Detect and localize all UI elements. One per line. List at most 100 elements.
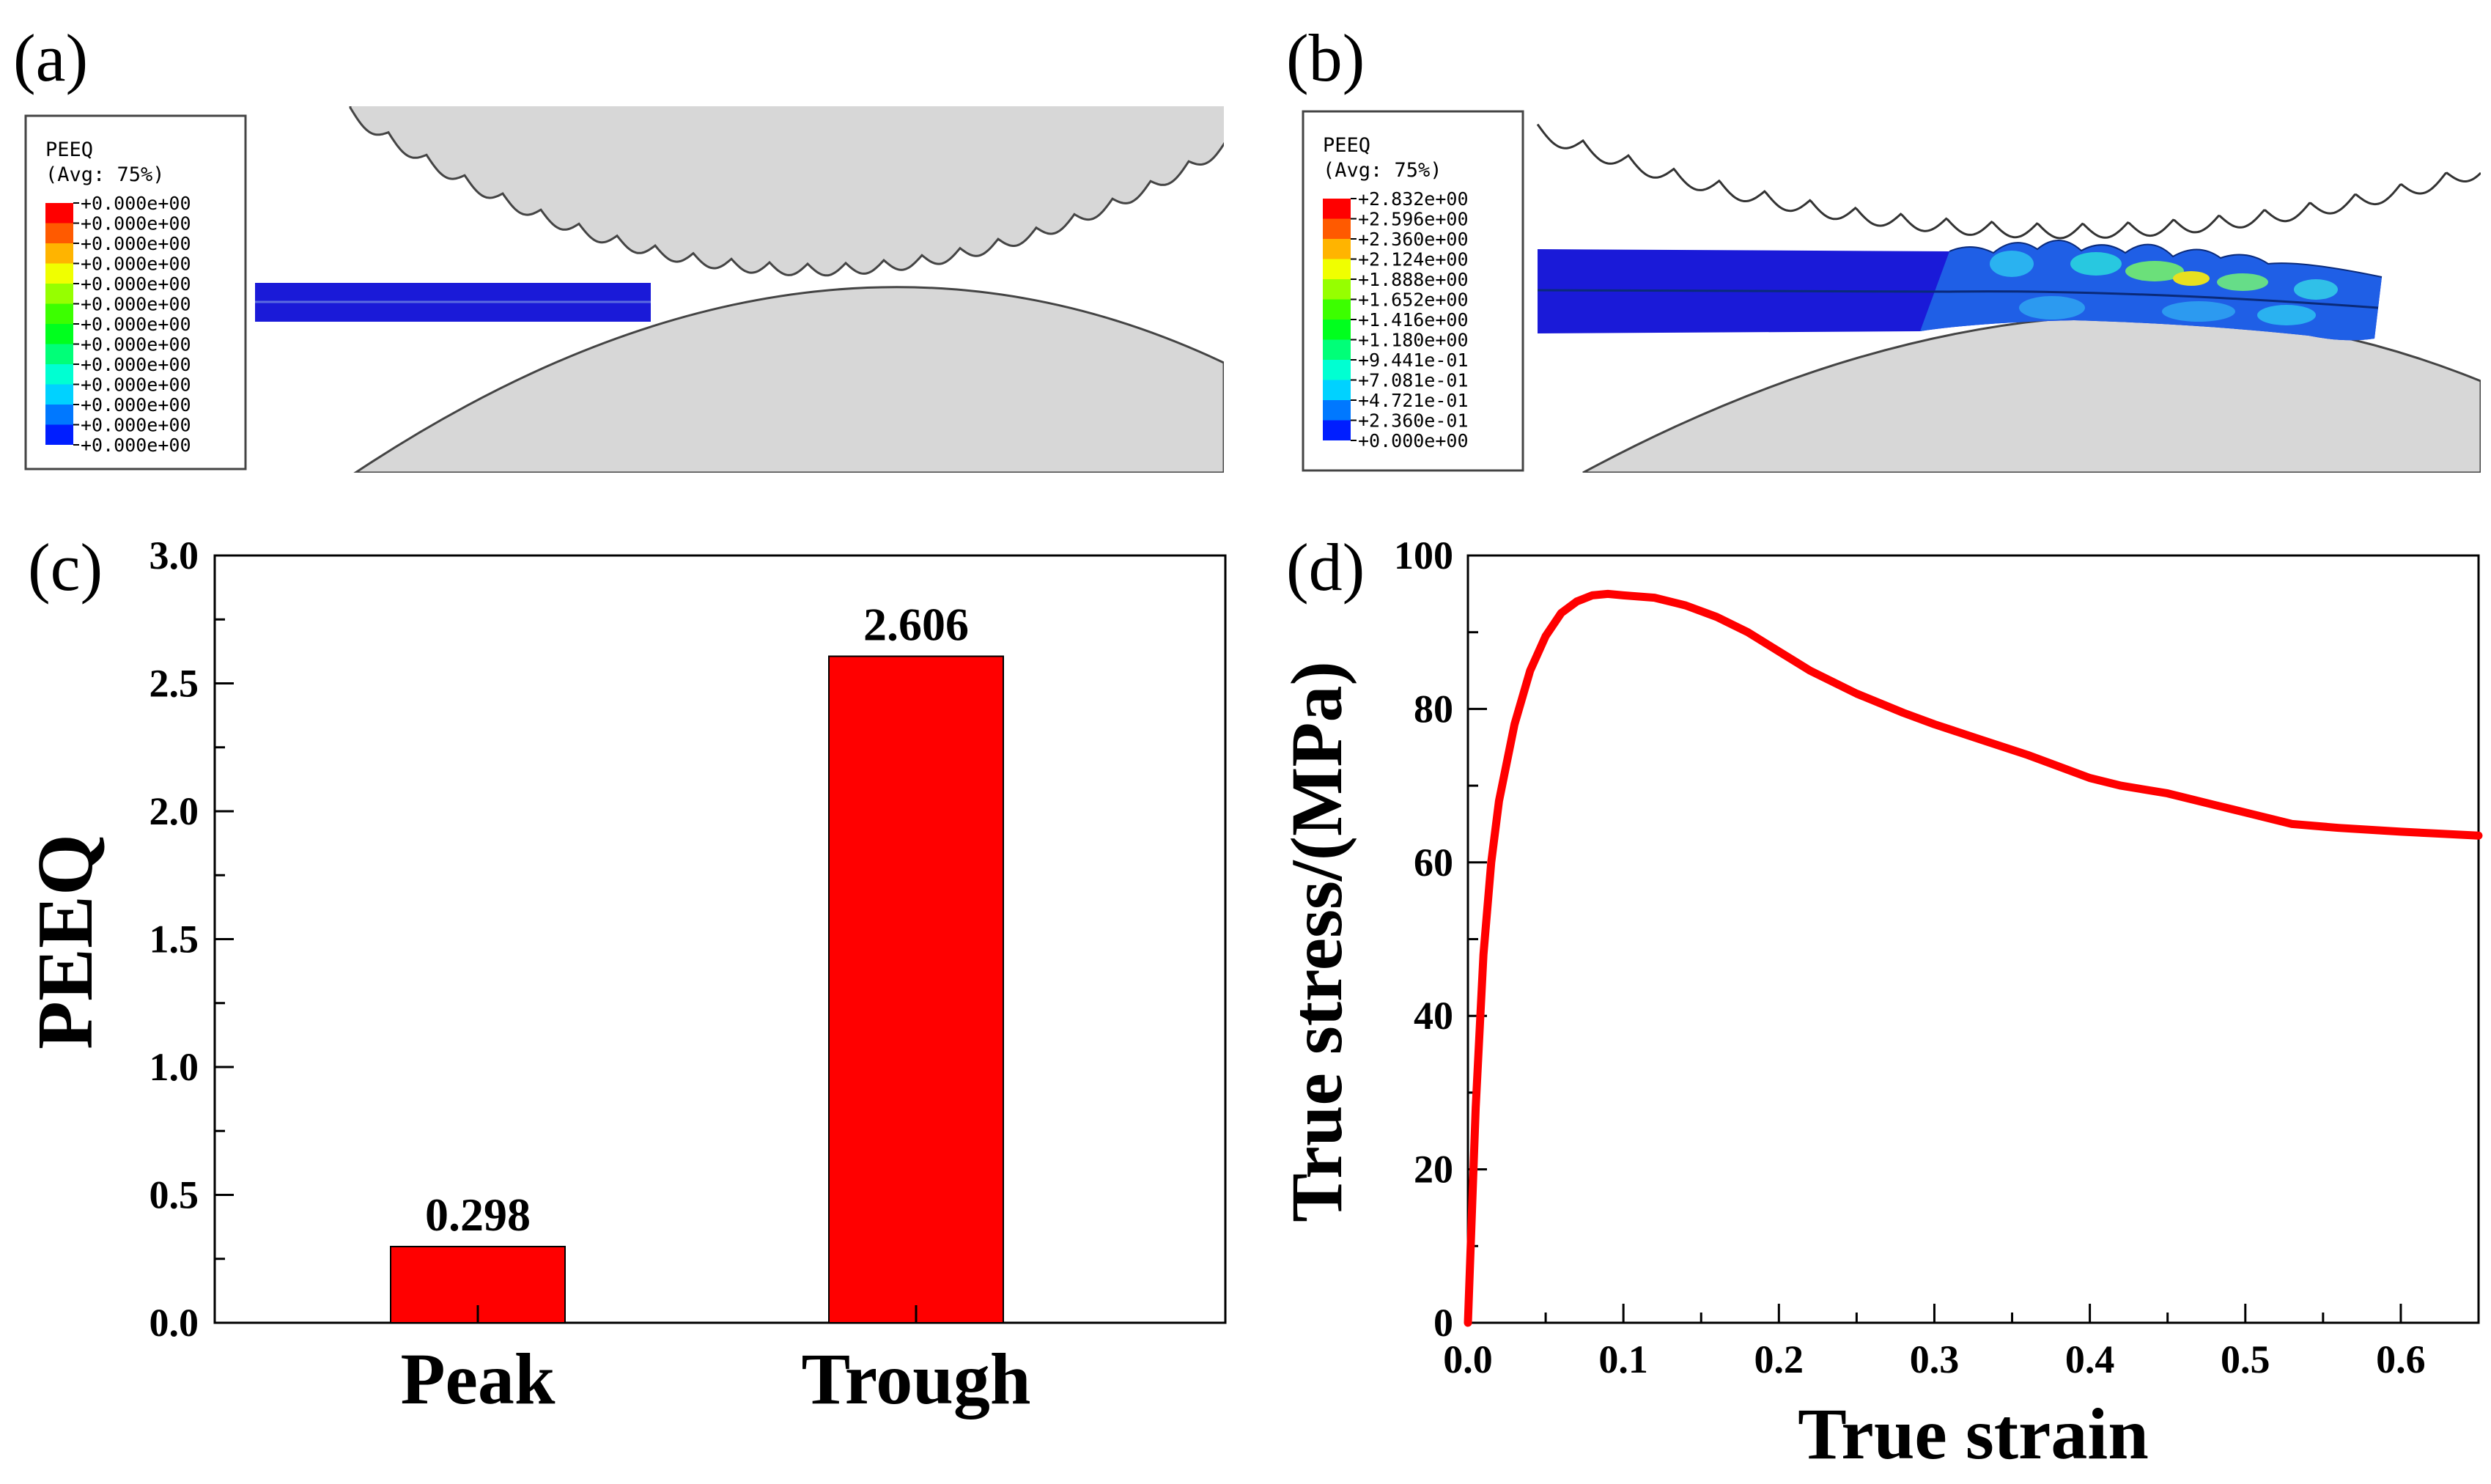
- bar-chart: 0.0 0.5 1.0 1.5 2.0 2.5 3.0 PEEQ 0.298 Peak 2.606 T…: [22, 534, 1227, 1420]
- legend-value: +2.124e+00: [1358, 249, 1469, 270]
- x-category-label: Trough: [801, 1338, 1030, 1420]
- legend-swatch: [1323, 259, 1351, 279]
- legend-swatch: [1323, 239, 1351, 259]
- panel-c: (c) 0.0 0.5 1.0 1.5 2.0 2.5 3.0 PEEQ 0.298 Peak 2.…: [22, 530, 1227, 1420]
- x-category-label: Peak: [400, 1338, 555, 1420]
- panel-a-legend: PEEQ (Avg: 75%) +0.000e+00+0.000e+00+0.0…: [24, 114, 247, 470]
- legend-swatch: [45, 203, 73, 224]
- legend-swatch: [45, 263, 73, 284]
- legend-swatch: [45, 303, 73, 324]
- legend-subtitle: (Avg: 75%): [45, 163, 165, 186]
- legend-value: +0.000e+00: [81, 354, 191, 375]
- legend-value: +1.888e+00: [1358, 269, 1469, 290]
- legend-swatch: [45, 364, 73, 385]
- legend-swatch: [1323, 279, 1351, 300]
- legend-swatch: [1323, 339, 1351, 360]
- legend-value: +0.000e+00: [81, 415, 191, 436]
- legend-value: +1.180e+00: [1358, 330, 1469, 351]
- panel-c-label: (c): [28, 530, 103, 605]
- legend-title: PEEQ: [45, 139, 93, 161]
- panel-b-label: (b): [1286, 21, 1365, 95]
- panel-a: (a) PEEQ (Avg: 75%) +0.000e+00+0.000e+00…: [13, 21, 1224, 473]
- legend-value: +0.000e+00: [81, 254, 191, 275]
- y-tick-label: 100: [1394, 534, 1453, 577]
- legend-colorbar: +2.832e+00+2.596e+00+2.360e+00+2.124e+00…: [1323, 188, 1469, 451]
- panel-a-scene: [349, 106, 1224, 473]
- y-tick-label: 0: [1433, 1301, 1453, 1345]
- panel-b: (b) PEEQ (Avg: 75%) +2.832e+00+2.596e+00…: [1286, 21, 2481, 473]
- panel-b-scene: [1536, 123, 2481, 473]
- legend-value: +0.000e+00: [81, 334, 191, 355]
- legend-value: +0.000e+00: [81, 213, 191, 235]
- y-tick-label: 2.0: [150, 789, 199, 833]
- legend-colorbar: +0.000e+00+0.000e+00+0.000e+00+0.000e+00…: [45, 193, 191, 456]
- panel-d: (d) 0 20 40 60 80 100 0.0 0.1 0.2 0.3 0.4 0.5 0.6 Tru…: [1276, 530, 2483, 1474]
- legend-swatch: [1323, 299, 1351, 320]
- plot-frame: [1466, 554, 2480, 1324]
- legend-swatch: [1323, 320, 1351, 340]
- legend-value: +0.000e+00: [81, 233, 191, 254]
- legend-swatch: [1323, 420, 1351, 440]
- y-axis-title: True stress/(MPa): [1276, 661, 1357, 1222]
- legend-value: +1.416e+00: [1358, 309, 1469, 331]
- line-chart: 0 20 40 60 80 100 0.0 0.1 0.2 0.3 0.4 0.5 0.6 True st…: [1276, 534, 2483, 1474]
- legend-title: PEEQ: [1323, 134, 1370, 157]
- workpiece-sheet: [255, 283, 651, 322]
- legend-value: +0.000e+00: [81, 435, 191, 456]
- y-tick-label: 60: [1414, 841, 1453, 885]
- bar-data-label: 2.606: [863, 599, 969, 651]
- x-tick-label: 0.2: [1754, 1337, 1804, 1381]
- legend-swatch: [1323, 218, 1351, 239]
- legend-swatch: [45, 243, 73, 264]
- legend-value: +4.721e-01: [1358, 390, 1469, 411]
- panel-d-label: (d): [1286, 530, 1365, 605]
- legend-value: +0.000e+00: [81, 374, 191, 396]
- legend-value: +9.441e-01: [1358, 350, 1469, 371]
- legend-value: +2.360e+00: [1358, 229, 1469, 250]
- legend-subtitle: (Avg: 75%): [1323, 159, 1442, 182]
- y-tick-label: 1.0: [150, 1045, 199, 1089]
- legend-swatch: [45, 384, 73, 405]
- legend-value: +0.000e+00: [81, 294, 191, 315]
- x-axis-title: True strain: [1798, 1393, 2149, 1474]
- y-tick-label: 1.5: [150, 918, 199, 961]
- y-axis-title: PEEQ: [22, 834, 109, 1049]
- deformed-sheet: [1537, 240, 2383, 341]
- legend-swatch: [1323, 360, 1351, 380]
- legend-swatch: [45, 424, 73, 445]
- stress-strain-curve: [1464, 589, 2483, 1327]
- bar-data-label: 0.298: [425, 1189, 531, 1241]
- plot-frame: [213, 554, 1227, 1324]
- legend-value: +0.000e+00: [1358, 430, 1469, 451]
- x-tick-label: 0.4: [2065, 1337, 2115, 1381]
- legend-value: +0.000e+00: [81, 394, 191, 416]
- legend-swatch: [1323, 199, 1351, 219]
- lower-roll: [353, 286, 1224, 473]
- legend-swatch: [1323, 400, 1351, 421]
- bar: [390, 1245, 566, 1324]
- legend-swatch: [45, 324, 73, 344]
- legend-swatch: [45, 223, 73, 243]
- legend-value: +1.652e+00: [1358, 289, 1469, 311]
- y-tick-label: 3.0: [150, 534, 199, 577]
- y-tick-label: 40: [1414, 994, 1453, 1038]
- bar: [828, 655, 1004, 1324]
- legend-value: +2.360e-01: [1358, 410, 1469, 432]
- y-tick-label: 0.0: [150, 1301, 199, 1345]
- upper-roll-outline: [1536, 123, 2481, 240]
- y-tick-label: 80: [1414, 687, 1453, 731]
- legend-swatch: [45, 405, 73, 425]
- y-tick-label: 20: [1414, 1148, 1453, 1192]
- x-tick-label: 0.3: [1910, 1337, 1960, 1381]
- legend-value: +7.081e-01: [1358, 370, 1469, 391]
- legend-swatch: [1323, 380, 1351, 400]
- x-tick-label: 0.0: [1443, 1337, 1493, 1381]
- x-tick-label: 0.1: [1598, 1337, 1648, 1381]
- legend-value: +0.000e+00: [81, 314, 191, 335]
- legend-value: +0.000e+00: [81, 273, 191, 295]
- legend-value: +0.000e+00: [81, 193, 191, 214]
- panel-b-legend: PEEQ (Avg: 75%) +2.832e+00+2.596e+00+2.3…: [1302, 110, 1524, 472]
- x-tick-label: 0.5: [2221, 1337, 2270, 1381]
- legend-swatch: [45, 284, 73, 304]
